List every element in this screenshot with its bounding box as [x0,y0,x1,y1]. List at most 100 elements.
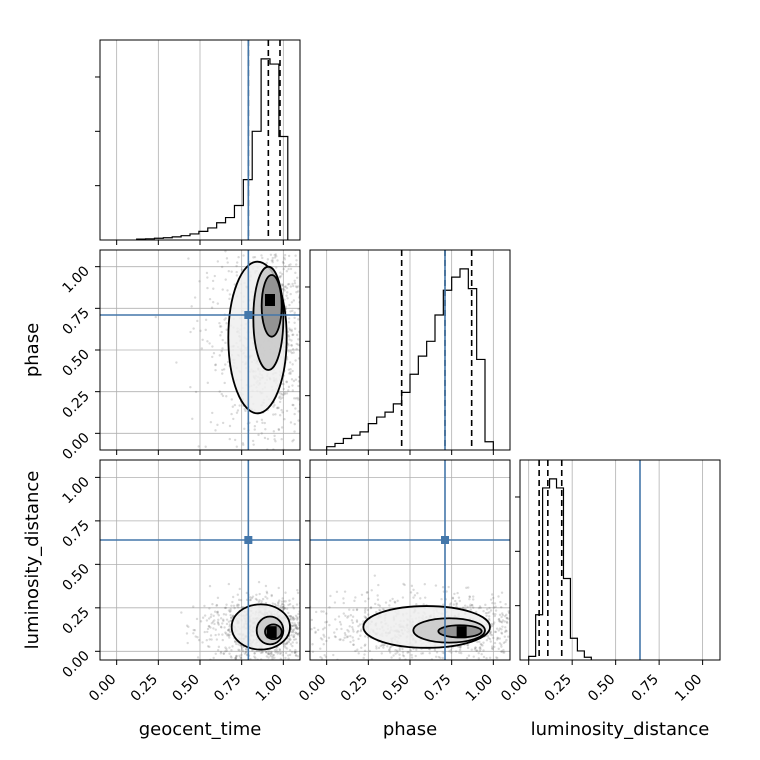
scatter-point [199,329,202,333]
scatter-point [284,600,287,603]
scatter-point [471,603,474,607]
scatter-point [349,613,353,617]
scatter-point [214,363,217,366]
scatter-point [237,643,240,646]
scatter-point [265,655,268,658]
scatter-point [344,633,347,637]
scatter-point [208,342,211,345]
scatter-point [274,413,277,416]
scatter-point [494,630,498,634]
scatter-point [290,339,293,342]
scatter-point [274,440,277,443]
scatter-point [448,650,451,653]
scatter-point [285,392,289,395]
scatter-point [504,640,507,644]
scatter-point [221,372,224,375]
scatter-point [497,618,500,621]
scatter-point [290,624,293,628]
scatter-point [265,590,269,594]
scatter-point [458,599,462,603]
scatter-point [267,652,271,655]
scatter-point [284,265,287,268]
scatter-point [201,616,205,619]
scatter-point [239,598,243,602]
scatter-point [280,603,284,606]
scatter-point [282,607,286,611]
scatter-point [398,657,401,660]
scatter-point [194,635,197,638]
scatter-point [283,253,287,257]
scatter-point [428,651,431,655]
scatter-point [364,616,368,620]
scatter-point [239,644,242,647]
scatter-point [369,606,373,609]
scatter-point [489,633,492,636]
scatter-point [211,345,214,348]
scatter-point [412,596,415,599]
scatter-point [232,604,236,607]
scatter-point [338,620,342,624]
scatter-point [410,584,414,588]
scatter-point [277,601,280,604]
scatter-point [185,632,189,635]
scatter-point [329,594,332,598]
scatter-point [332,653,335,657]
scatter-point [366,591,369,594]
scatter-point [498,613,502,617]
scatter-point [461,606,465,609]
scatter-point [237,603,240,607]
scatter-point [229,613,232,617]
scatter-point [295,627,298,630]
scatter-point [355,608,359,611]
scatter-point [211,355,214,359]
scatter-point [441,656,445,660]
scatter-point [216,610,219,614]
scatter-point [287,317,291,320]
scatter-point [472,595,475,598]
scatter-point [378,608,381,612]
scatter-point [264,428,267,431]
scatter-point [310,618,314,622]
scatter-point [284,591,287,594]
scatter-point [480,643,483,647]
scatter-point [289,263,292,266]
scatter-point [498,637,502,640]
scatter-point [154,315,157,319]
scatter-point [257,433,260,437]
scatter-point [377,583,380,587]
scatter-point [482,641,485,644]
scatter-point [218,325,222,328]
scatter-point [214,633,217,637]
scatter-point [291,621,294,625]
scatter-point [221,622,224,625]
histogram-luminosity_distance [528,478,592,660]
scatter-point [278,400,282,404]
scatter-point [257,580,261,584]
scatter-point [374,602,377,606]
scatter-point [279,652,282,656]
scatter-point [185,624,189,627]
scatter-point [364,643,367,646]
scatter-point [223,318,226,321]
scatter-point [294,624,297,627]
scatter-point [290,616,293,619]
scatter-point [223,381,226,385]
scatter-point [211,279,215,283]
scatter-point [288,653,292,657]
scatter-point [275,648,278,651]
scatter-point [216,596,220,600]
scatter-point [352,639,355,642]
scatter-point [355,620,359,623]
scatter-point [195,617,199,621]
scatter-point [212,614,215,618]
scatter-point [482,655,486,659]
scatter-point [229,608,232,611]
scatter-point [392,654,395,657]
scatter-point [278,276,282,279]
scatter-point [251,649,254,652]
scatter-point [261,256,264,260]
scatter-point [243,652,247,655]
scatter-point [489,640,492,643]
scatter-point [506,621,509,625]
scatter-point [373,574,377,577]
